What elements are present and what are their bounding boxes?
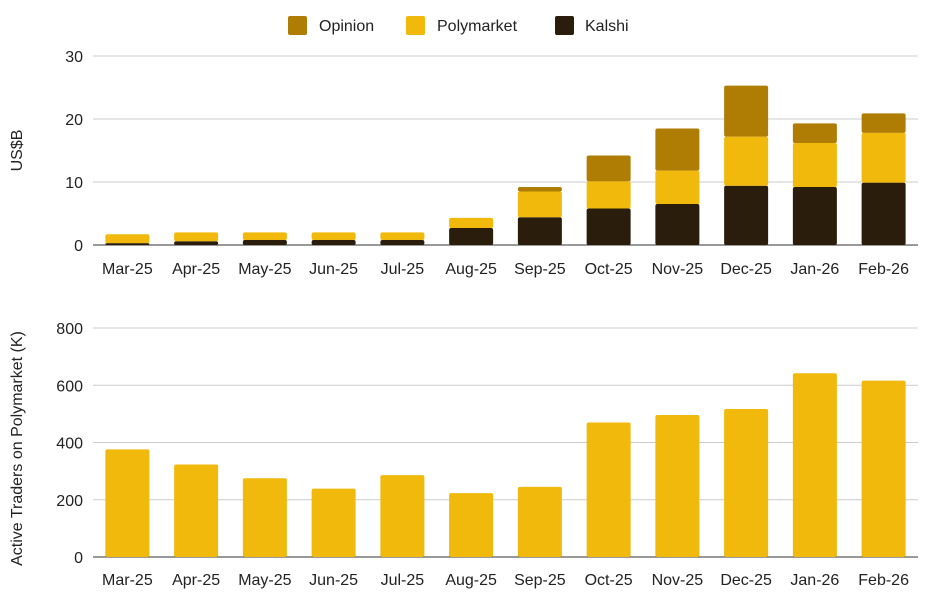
bar-active-traders (792, 373, 837, 557)
x-tick-label: Sep-25 (514, 572, 566, 589)
legend-swatch-opinion (288, 16, 307, 35)
bar-active-traders (380, 475, 425, 557)
bar-active-traders (724, 409, 769, 557)
bar-polymarket (586, 181, 631, 209)
bar-opinion (655, 128, 700, 171)
x-tick-label: Mar-25 (102, 572, 153, 589)
bar-kalshi (242, 239, 287, 245)
bar-kalshi (655, 204, 700, 245)
x-tick-label: Jan-26 (790, 572, 839, 589)
legend-swatch-kalshi (555, 16, 574, 35)
bar-kalshi (311, 239, 356, 245)
x-tick-label: Mar-25 (102, 261, 153, 278)
bar-kalshi (174, 241, 219, 245)
bar-kalshi (792, 187, 837, 245)
x-tick-label: Apr-25 (172, 261, 220, 278)
x-tick-label: May-25 (238, 261, 291, 278)
bar-polymarket (242, 232, 287, 240)
bar-opinion (586, 155, 631, 182)
x-tick-label: Oct-25 (585, 261, 633, 278)
bar-kalshi (724, 185, 769, 245)
x-tick-label: Oct-25 (585, 572, 633, 589)
bar-opinion (792, 123, 837, 143)
bar-polymarket (380, 232, 425, 240)
bar-active-traders (517, 486, 562, 557)
legend-swatch-polymarket (406, 16, 425, 35)
bar-polymarket (792, 142, 837, 188)
bar-opinion (517, 187, 562, 192)
y-tick-label: 30 (65, 49, 83, 66)
bar-active-traders (655, 415, 700, 557)
x-tick-label: Dec-25 (720, 572, 772, 589)
bar-polymarket (861, 132, 906, 183)
bar-opinion (861, 113, 906, 133)
y-axis-title: US$B (9, 130, 26, 172)
bar-active-traders (861, 380, 906, 557)
bar-kalshi (449, 227, 494, 245)
bar-polymarket (449, 217, 494, 228)
bar-kalshi (586, 208, 631, 245)
y-tick-label: 0 (74, 238, 83, 255)
bar-polymarket (311, 232, 356, 240)
x-tick-label: Feb-26 (858, 261, 909, 278)
legend-label-polymarket: Polymarket (437, 18, 518, 35)
x-tick-label: Dec-25 (720, 261, 772, 278)
legend-label-opinion: Opinion (319, 18, 374, 35)
bar-active-traders (174, 464, 219, 557)
bar-kalshi (517, 217, 562, 245)
x-tick-label: Jun-25 (309, 572, 358, 589)
x-tick-label: Apr-25 (172, 572, 220, 589)
x-tick-label: May-25 (238, 572, 291, 589)
bar-kalshi (861, 182, 906, 245)
bar-polymarket (517, 191, 562, 218)
y-tick-label: 800 (56, 321, 83, 338)
x-tick-label: Jul-25 (381, 572, 425, 589)
y-tick-label: 10 (65, 175, 83, 192)
x-tick-label: Nov-25 (652, 261, 704, 278)
x-tick-label: Sep-25 (514, 261, 566, 278)
x-tick-label: Jan-26 (790, 261, 839, 278)
bar-active-traders (311, 488, 356, 557)
y-axis-title: Active Traders on Polymarket (K) (9, 331, 26, 566)
bar-active-traders (105, 449, 150, 557)
x-tick-label: Feb-26 (858, 572, 909, 589)
x-tick-label: Aug-25 (445, 572, 497, 589)
bar-opinion (724, 85, 769, 137)
legend-label-kalshi: Kalshi (585, 18, 629, 35)
y-tick-label: 600 (56, 378, 83, 395)
y-tick-label: 400 (56, 436, 83, 453)
bar-polymarket (174, 232, 219, 242)
bar-polymarket (655, 170, 700, 205)
bar-active-traders (242, 478, 287, 557)
bar-kalshi (105, 243, 150, 245)
y-tick-label: 20 (65, 112, 83, 129)
x-tick-label: Nov-25 (652, 572, 704, 589)
y-tick-label: 200 (56, 493, 83, 510)
x-tick-label: Jul-25 (381, 261, 425, 278)
y-tick-label: 0 (74, 550, 83, 567)
bar-polymarket (105, 234, 150, 244)
x-tick-label: Jun-25 (309, 261, 358, 278)
x-tick-label: Aug-25 (445, 261, 497, 278)
bar-active-traders (586, 422, 631, 557)
bar-polymarket (724, 136, 769, 186)
bar-kalshi (380, 239, 425, 245)
bar-active-traders (449, 493, 494, 557)
